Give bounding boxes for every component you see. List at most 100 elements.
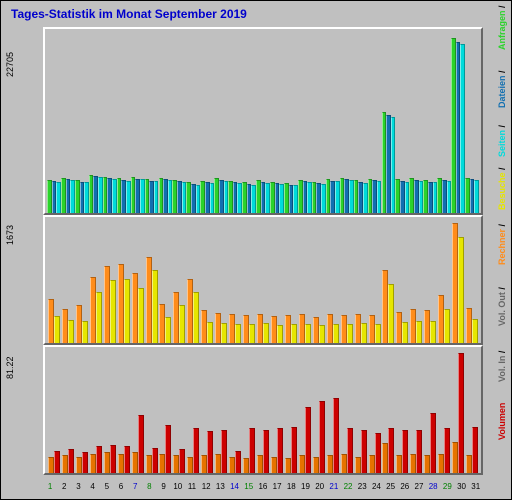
bar-besuche [375, 324, 381, 343]
bar-volumen [458, 353, 464, 473]
day-group [270, 347, 284, 473]
panel-top [43, 27, 483, 215]
bar-volumen [333, 398, 339, 473]
bar-volumen [430, 413, 436, 473]
x-tick: 3 [71, 482, 85, 491]
day-group [284, 29, 298, 213]
day-group [117, 347, 131, 473]
x-tick: 15 [242, 482, 256, 491]
bars-area [45, 29, 481, 213]
bar-besuche [193, 292, 199, 343]
bar-volumen [319, 401, 325, 473]
legend-rechner: Rechner / [497, 224, 507, 265]
bar-volumen [402, 430, 408, 473]
x-tick: 5 [100, 482, 114, 491]
bar-besuche [124, 279, 130, 343]
bar-volumen [165, 425, 171, 473]
x-tick: 9 [157, 482, 171, 491]
day-group [382, 217, 396, 343]
day-group [340, 29, 354, 213]
x-tick: 22 [341, 482, 355, 491]
legend-volumen: Volumen [497, 403, 507, 440]
day-group [395, 347, 409, 473]
right-legend: Anfragen / Dateien / Seiten / Besuche / … [494, 27, 507, 475]
day-group [326, 29, 340, 213]
day-group [465, 217, 479, 343]
day-group [159, 217, 173, 343]
day-group [145, 29, 159, 213]
bar-besuche [207, 322, 213, 343]
day-group [75, 217, 89, 343]
bar-besuche [179, 305, 185, 343]
bar-volumen [388, 428, 394, 473]
x-tick: 30 [454, 482, 468, 491]
day-group [186, 347, 200, 473]
day-group [47, 29, 61, 213]
x-tick: 23 [355, 482, 369, 491]
x-tick: 27 [412, 482, 426, 491]
bar-besuche [110, 280, 116, 343]
day-group [437, 217, 451, 343]
day-group [61, 217, 75, 343]
x-tick: 13 [213, 482, 227, 491]
x-tick: 4 [86, 482, 100, 491]
day-group [214, 217, 228, 343]
bar-volumen [263, 430, 269, 473]
day-group [382, 347, 396, 473]
day-group [437, 347, 451, 473]
day-group [423, 29, 437, 213]
bar-volumen [207, 431, 213, 473]
panels-area [43, 27, 483, 475]
day-group [89, 347, 103, 473]
day-group [47, 347, 61, 473]
bar-besuche [319, 325, 325, 343]
bar-besuche [54, 316, 60, 343]
bar-volumen [152, 448, 158, 473]
bar-seiten [474, 180, 479, 213]
x-tick: 26 [398, 482, 412, 491]
day-group [103, 217, 117, 343]
x-tick: 14 [227, 482, 241, 491]
bar-volumen [277, 428, 283, 473]
bar-besuche [444, 309, 450, 343]
day-group [395, 29, 409, 213]
day-group [354, 217, 368, 343]
day-group [145, 347, 159, 473]
day-group [312, 29, 326, 213]
day-group [256, 29, 270, 213]
day-group [75, 29, 89, 213]
day-group [75, 347, 89, 473]
x-tick: 25 [384, 482, 398, 491]
x-tick: 7 [128, 482, 142, 491]
bar-volumen [305, 407, 311, 473]
day-group [340, 347, 354, 473]
bar-volumen [472, 427, 478, 473]
bar-besuche [165, 317, 171, 343]
bar-besuche [96, 292, 102, 343]
day-group [298, 217, 312, 343]
day-group [61, 29, 75, 213]
day-group [270, 217, 284, 343]
day-group [298, 347, 312, 473]
bar-volumen [416, 430, 422, 473]
x-axis: 1234567891011121314151617181920212223242… [43, 482, 483, 491]
day-group [159, 29, 173, 213]
day-group [131, 217, 145, 343]
bar-besuche [263, 323, 269, 343]
day-group [270, 29, 284, 213]
legend-anfragen: Anfragen / [497, 5, 507, 50]
y-label-mid: 1673 [5, 225, 15, 245]
day-group [368, 217, 382, 343]
legend-vol-in: Vol. In / [497, 351, 507, 382]
bar-besuche [68, 320, 74, 343]
bar-besuche [249, 324, 255, 343]
bar-besuche [416, 321, 422, 344]
day-group [409, 347, 423, 473]
y-label-bot: 81.22 [5, 356, 15, 379]
bar-besuche [333, 324, 339, 343]
x-tick: 6 [114, 482, 128, 491]
day-group [131, 29, 145, 213]
chart-title: Tages-Statistik im Monat September 2019 [1, 1, 511, 21]
bar-volumen [54, 451, 60, 473]
bars-area [45, 347, 481, 473]
